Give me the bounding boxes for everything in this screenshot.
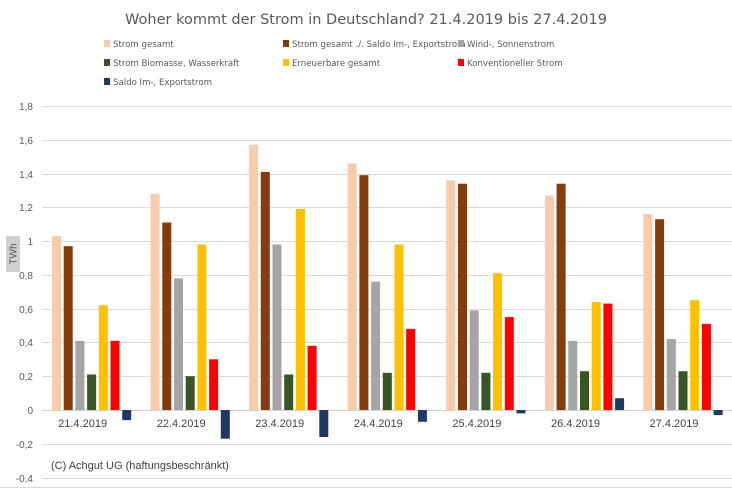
bar-strom-gesamt-3 [347, 163, 357, 410]
bar-konventioneller-strom-5 [603, 303, 613, 410]
bar-strom-biomasse-wasserkraft-0 [87, 374, 97, 410]
bar-saldo-im-exportstrom-3 [417, 410, 427, 422]
bar-wind-sonnenstrom-0 [75, 340, 85, 410]
bar-wind-sonnenstrom-5 [568, 340, 578, 410]
bar-erneuerbare-gesamt-5 [591, 301, 601, 410]
bar-konventioneller-strom-2 [307, 345, 317, 410]
legend-swatch [458, 40, 464, 47]
legend-swatch [458, 59, 464, 66]
bar-strom-gesamt-saldo-im-exportstrom-3 [359, 175, 369, 410]
legend-item: Strom Biomasse, Wasserkraft [104, 59, 240, 69]
y-tick-label: 1,2 [19, 203, 33, 214]
bar-strom-biomasse-wasserkraft-5 [580, 371, 589, 410]
legend-item: Saldo Im-, Exportstrom [104, 78, 212, 88]
x-tick-label: 23.4.2019 [255, 418, 304, 430]
y-tick-label: 1 [27, 237, 33, 248]
bar-wind-sonnenstrom-2 [272, 244, 282, 410]
bar-saldo-im-exportstrom-1 [220, 410, 230, 439]
bar-konventioneller-strom-1 [209, 359, 219, 410]
x-tick-label: 25.4.2019 [452, 418, 501, 430]
y-tick-label: 0,4 [19, 338, 33, 349]
legend-swatch [283, 40, 289, 47]
bar-konventioneller-strom-3 [406, 328, 416, 410]
bar-strom-biomasse-wasserkraft-6 [678, 371, 688, 410]
y-axis-label-box [6, 236, 20, 272]
x-tick-label: 24.4.2019 [354, 418, 403, 430]
bar-konventioneller-strom-0 [110, 340, 120, 410]
bar-strom-gesamt-saldo-im-exportstrom-6 [655, 219, 665, 410]
bar-saldo-im-exportstrom-0 [122, 410, 132, 421]
bar-wind-sonnenstrom-6 [666, 339, 676, 410]
bar-erneuerbare-gesamt-1 [197, 244, 207, 410]
y-tick-label: 0,8 [19, 271, 33, 282]
y-tick-label: 0,6 [19, 305, 33, 316]
bar-erneuerbare-gesamt-3 [394, 244, 404, 410]
legend-label: Erneuerbare gesamt [292, 59, 381, 69]
bar-strom-biomasse-wasserkraft-3 [382, 372, 392, 410]
legend-swatch [104, 78, 110, 85]
bar-strom-gesamt-saldo-im-exportstrom-1 [162, 222, 172, 410]
bar-erneuerbare-gesamt-6 [690, 300, 700, 410]
bar-saldo-im-exportstrom-6 [713, 410, 723, 416]
legend-label: Saldo Im-, Exportstrom [113, 78, 212, 88]
bar-konventioneller-strom-4 [504, 317, 514, 410]
legend-item: Konventioneller Strom [458, 59, 563, 69]
bar-konventioneller-strom-6 [701, 323, 711, 410]
bar-erneuerbare-gesamt-0 [98, 305, 108, 410]
bar-saldo-im-exportstrom-2 [319, 410, 329, 437]
y-axis-label-text: TWh [9, 243, 20, 264]
y-tick-label: 1,4 [19, 170, 33, 181]
bar-strom-gesamt-6 [643, 214, 653, 410]
bar-erneuerbare-gesamt-2 [295, 209, 305, 410]
bar-strom-gesamt-saldo-im-exportstrom-5 [556, 183, 566, 410]
y-axis: -0,4 -0,2 0 0,2 0,4 0,6 0,8 1 1,2 1,4 1,6 1,8 [16, 102, 34, 485]
y-tick-label: 1,6 [19, 136, 33, 147]
bars [52, 144, 723, 439]
chart-title: Woher kommt der Strom in Deutschland? 21… [125, 12, 607, 28]
x-tick-label: 26.4.2019 [551, 418, 600, 430]
bar-saldo-im-exportstrom-4 [516, 410, 526, 414]
legend-item: Strom gesamt [104, 40, 174, 50]
x-tick-label: 27.4.2019 [650, 418, 699, 430]
bar-strom-gesamt-saldo-im-exportstrom-2 [260, 171, 270, 410]
y-tick-label: -0,2 [16, 440, 34, 451]
legend: Strom gesamt Strom gesamt ./. Saldo Im-, … [104, 40, 563, 88]
x-tick-label: 22.4.2019 [157, 418, 206, 430]
legend-item: Strom gesamt ./. Saldo Im-, Exportstrom [283, 40, 466, 50]
legend-swatch [104, 40, 110, 47]
legend-swatch [283, 59, 289, 66]
bar-strom-biomasse-wasserkraft-2 [284, 374, 294, 410]
legend-label: Strom Biomasse, Wasserkraft [113, 59, 240, 69]
bar-erneuerbare-gesamt-4 [493, 273, 503, 410]
legend-label: Strom gesamt [113, 40, 174, 50]
legend-label: Wind-, Sonnenstrom [467, 40, 554, 50]
bar-strom-gesamt-saldo-im-exportstrom-4 [458, 183, 467, 410]
bar-wind-sonnenstrom-1 [174, 278, 183, 410]
bar-saldo-im-exportstrom-5 [615, 398, 625, 410]
bar-strom-biomasse-wasserkraft-1 [185, 376, 195, 410]
y-tick-label: -0,4 [16, 474, 34, 485]
y-tick-label: 1,8 [19, 102, 33, 113]
bar-strom-gesamt-0 [52, 236, 61, 410]
y-tick-label: 0 [27, 406, 33, 417]
bar-wind-sonnenstrom-4 [469, 310, 479, 410]
x-axis: 21.4.2019 22.4.2019 23.4.2019 24.4.2019 25.4… [58, 418, 698, 430]
legend-label: Strom gesamt ./. Saldo Im-, Exportstrom [292, 40, 466, 50]
copyright-note: (C) Achgut UG (haftungsbeschränkt) [51, 460, 229, 472]
legend-swatch [104, 59, 110, 66]
bar-strom-biomasse-wasserkraft-4 [481, 372, 491, 410]
legend-label: Konventioneller Strom [467, 59, 563, 69]
y-axis-label: TWh [6, 236, 20, 272]
bar-strom-gesamt-saldo-im-exportstrom-0 [63, 246, 73, 410]
y-tick-label: 0,2 [19, 372, 33, 383]
bar-strom-gesamt-2 [249, 144, 259, 411]
bar-strom-gesamt-1 [150, 193, 160, 410]
bar-strom-gesamt-5 [544, 195, 554, 410]
bar-strom-gesamt-4 [446, 180, 456, 410]
bar-wind-sonnenstrom-3 [371, 281, 381, 410]
x-tick-label: 21.4.2019 [58, 418, 107, 430]
legend-item: Erneuerbare gesamt [283, 59, 381, 69]
legend-item: Wind-, Sonnenstrom [458, 40, 554, 50]
